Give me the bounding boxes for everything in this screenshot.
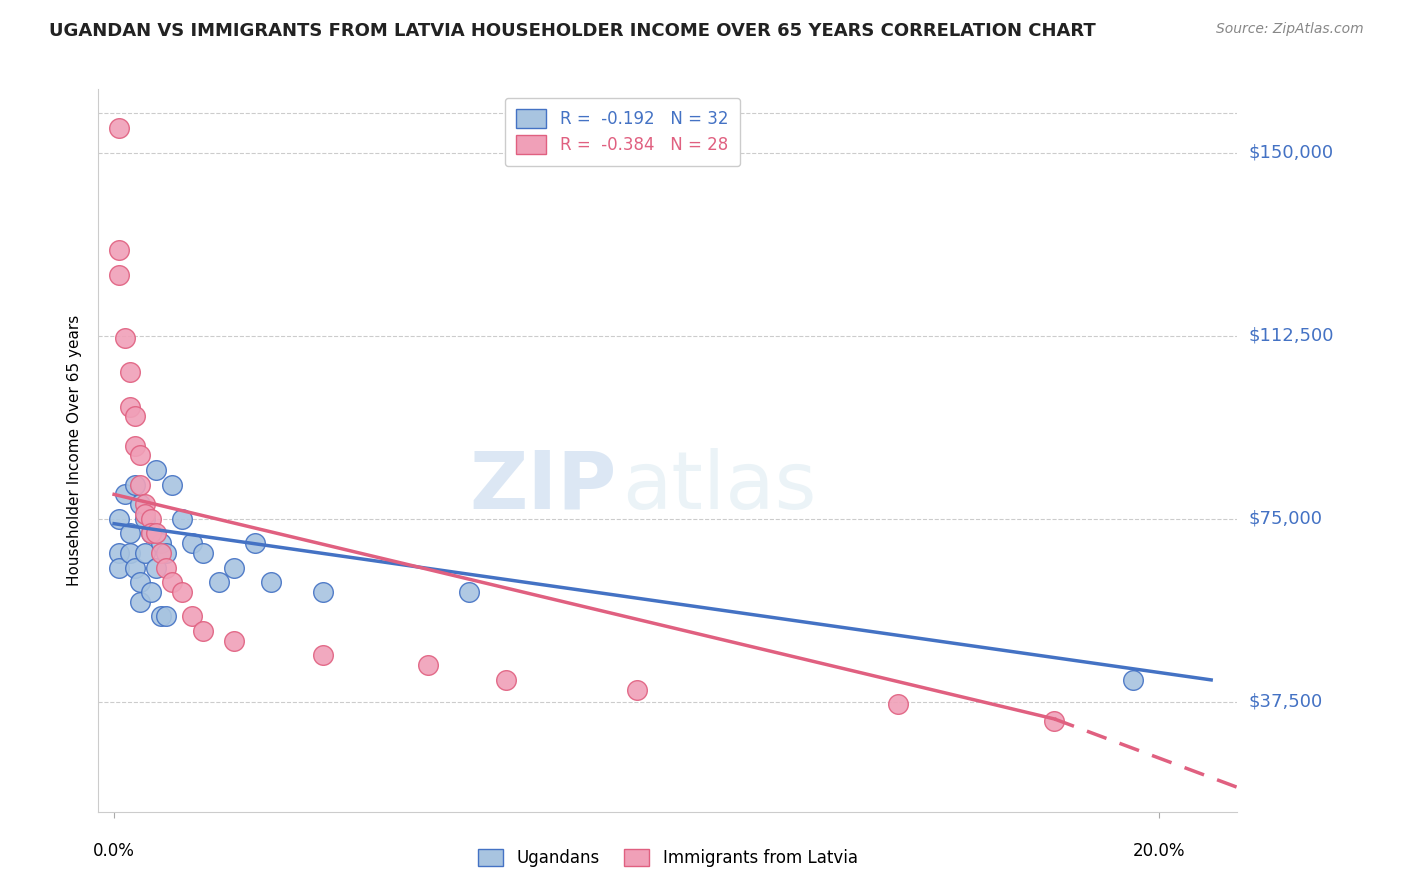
Point xyxy=(134,546,156,560)
Text: 20.0%: 20.0% xyxy=(1133,842,1185,860)
Text: $150,000: $150,000 xyxy=(1249,144,1333,161)
Point xyxy=(139,512,162,526)
Point xyxy=(114,331,136,345)
Text: Source: ZipAtlas.com: Source: ZipAtlas.com xyxy=(1216,22,1364,37)
Point xyxy=(191,546,214,560)
Point xyxy=(118,365,141,379)
Point xyxy=(145,526,167,541)
Point xyxy=(129,448,152,462)
Point xyxy=(108,244,131,258)
Point xyxy=(170,512,193,526)
Point xyxy=(108,546,131,560)
Point xyxy=(191,624,214,639)
Point xyxy=(160,477,183,491)
Point xyxy=(139,585,162,599)
Text: UGANDAN VS IMMIGRANTS FROM LATVIA HOUSEHOLDER INCOME OVER 65 YEARS CORRELATION C: UGANDAN VS IMMIGRANTS FROM LATVIA HOUSEH… xyxy=(49,22,1095,40)
Text: $75,000: $75,000 xyxy=(1249,510,1323,528)
Point xyxy=(129,497,152,511)
Point xyxy=(224,560,246,574)
Point xyxy=(124,560,146,574)
Point xyxy=(118,546,141,560)
Point xyxy=(495,673,517,687)
Y-axis label: Householder Income Over 65 years: Householder Income Over 65 years xyxy=(67,315,83,586)
Text: atlas: atlas xyxy=(623,448,817,525)
Point xyxy=(181,536,204,550)
Point xyxy=(134,497,156,511)
Point xyxy=(150,536,173,550)
Point xyxy=(145,463,167,477)
Point xyxy=(886,698,908,712)
Text: $112,500: $112,500 xyxy=(1249,326,1334,344)
Point xyxy=(1043,714,1066,729)
Point xyxy=(224,633,246,648)
Point xyxy=(155,560,177,574)
Point xyxy=(108,560,131,574)
Point xyxy=(243,536,266,550)
Point xyxy=(1122,673,1144,687)
Text: ZIP: ZIP xyxy=(470,448,617,525)
Point xyxy=(155,609,177,624)
Text: 0.0%: 0.0% xyxy=(93,842,135,860)
Legend: Ugandans, Immigrants from Latvia: Ugandans, Immigrants from Latvia xyxy=(470,841,866,876)
Point xyxy=(118,526,141,541)
Point xyxy=(118,400,141,414)
Point xyxy=(145,560,167,574)
Point xyxy=(181,609,204,624)
Point xyxy=(155,546,177,560)
Point xyxy=(160,575,183,590)
Point xyxy=(626,682,648,697)
Text: $37,500: $37,500 xyxy=(1249,693,1323,711)
Point xyxy=(114,487,136,501)
Point xyxy=(108,512,131,526)
Point xyxy=(416,658,439,673)
Point xyxy=(150,609,173,624)
Point xyxy=(129,575,152,590)
Point xyxy=(134,507,156,521)
Point xyxy=(129,477,152,491)
Point xyxy=(150,546,173,560)
Point xyxy=(312,585,335,599)
Point xyxy=(260,575,283,590)
Point xyxy=(134,512,156,526)
Point xyxy=(458,585,481,599)
Point xyxy=(108,268,131,282)
Point xyxy=(139,526,162,541)
Point xyxy=(124,439,146,453)
Point xyxy=(124,409,146,424)
Point xyxy=(139,526,162,541)
Point xyxy=(170,585,193,599)
Point xyxy=(129,595,152,609)
Point xyxy=(207,575,229,590)
Point xyxy=(108,121,131,136)
Point xyxy=(312,648,335,663)
Point xyxy=(124,477,146,491)
